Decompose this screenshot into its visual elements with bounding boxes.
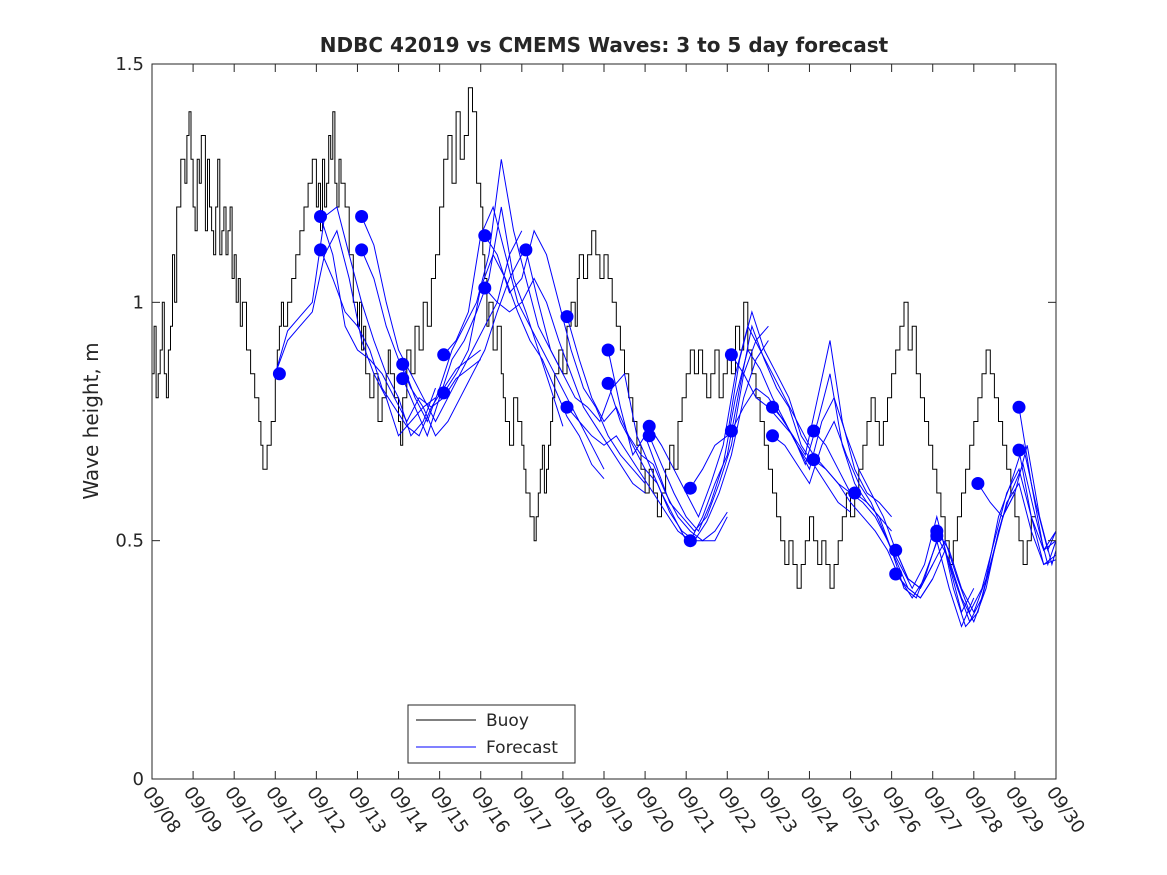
- forecast-series-line-18: [648, 324, 810, 519]
- forecast-marker: [889, 567, 903, 581]
- forecast-series-line-1: [274, 229, 436, 437]
- forecast-series-line-29: [895, 467, 1057, 614]
- forecast-marker: [930, 529, 944, 543]
- forecast-series-line-4: [320, 249, 482, 437]
- forecast-marker: [355, 210, 369, 223]
- forecast-series-line-2: [274, 206, 436, 437]
- forecast-series-line-14: [566, 316, 728, 542]
- forecast-series-line-27: [813, 459, 975, 628]
- forecast-marker: [807, 453, 821, 467]
- forecast-marker: [437, 386, 451, 400]
- legend: Buoy Forecast: [407, 704, 576, 764]
- y-tick-label: 0: [133, 769, 144, 790]
- forecast-marker: [889, 543, 903, 557]
- forecast-marker: [272, 367, 286, 381]
- forecast-marker: [560, 400, 574, 414]
- forecast-series-line-30: [895, 482, 1057, 623]
- chart-title: NDBC 42019 vs CMEMS Waves: 3 to 5 day fo…: [320, 33, 889, 57]
- forecast-series-line-32: [936, 462, 1057, 623]
- forecast-marker: [724, 424, 738, 438]
- forecast-marker: [642, 429, 656, 443]
- forecast-series-line-12: [484, 277, 646, 494]
- forecast-series-line-3: [320, 216, 482, 423]
- series-layer: [152, 87, 1057, 628]
- forecast-marker: [642, 419, 656, 433]
- forecast-marker: [437, 348, 451, 362]
- forecast-series-line-5: [361, 216, 523, 423]
- y-tick-label: 0.5: [115, 531, 144, 552]
- forecast-marker: [683, 481, 697, 495]
- legend-forecast-label: Forecast: [486, 738, 558, 758]
- forecast-series-line-20: [689, 310, 851, 494]
- forecast-series-line-7: [402, 159, 564, 423]
- forecast-marker: [766, 400, 779, 414]
- forecast-marker: [355, 243, 369, 257]
- legend-box: [407, 704, 576, 764]
- forecast-series-line-10: [443, 253, 605, 480]
- forecast-marker: [683, 534, 697, 548]
- forecast-marker: [724, 348, 738, 362]
- y-tick-label: 1: [133, 292, 144, 313]
- forecast-marker: [478, 281, 492, 295]
- forecast-series-line-35: [1018, 450, 1057, 566]
- forecast-marker: [314, 243, 327, 257]
- forecast-marker: [601, 376, 615, 390]
- buoy-series-line: [152, 87, 1036, 589]
- forecast-marker: [848, 486, 862, 500]
- forecast-marker: [971, 477, 985, 490]
- forecast-marker: [601, 343, 615, 357]
- y-tick-label: 1.5: [115, 54, 144, 75]
- forecast-series-line-9: [443, 205, 605, 470]
- forecast-marker: [807, 424, 821, 438]
- forecast-series-line-16: [607, 325, 769, 532]
- forecast-marker: [478, 229, 492, 243]
- forecast-marker: [314, 210, 327, 223]
- forecast-marker: [560, 310, 574, 324]
- forecast-series-line-11: [484, 229, 646, 484]
- forecast-series-line-23: [730, 373, 892, 532]
- forecast-series-line-33: [977, 445, 1057, 567]
- forecast-series-line-15: [566, 406, 728, 542]
- forecast-series-line-21: [689, 324, 851, 541]
- forecast-marker: [766, 429, 779, 443]
- y-axis-label: Wave height, m: [79, 342, 103, 499]
- legend-buoy-label: Buoy: [486, 711, 529, 731]
- forecast-marker: [1012, 443, 1026, 457]
- forecast-marker: [396, 357, 410, 371]
- forecast-marker: [396, 372, 410, 386]
- forecast-series-line-25: [772, 420, 934, 599]
- forecast-series-line-8: [402, 206, 564, 438]
- forecast-series-line-6: [361, 249, 523, 437]
- forecast-marker: [519, 243, 533, 257]
- forecast-marker: [1012, 400, 1026, 414]
